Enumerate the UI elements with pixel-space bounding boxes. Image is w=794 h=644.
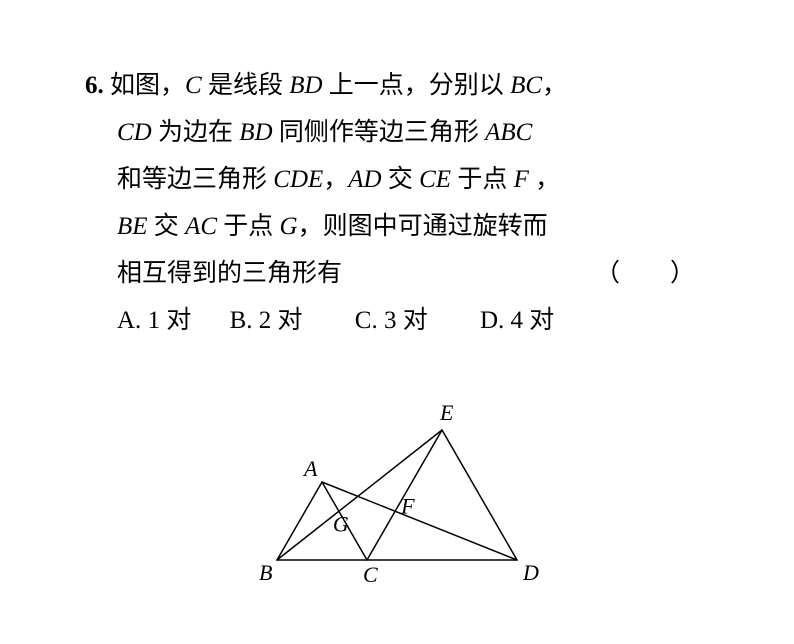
point-label-G: G	[333, 511, 349, 536]
figure-svg: B C D A E F G	[247, 380, 547, 590]
option-d-text: 4 对	[511, 307, 555, 334]
point-label-E: E	[439, 400, 454, 425]
stem-text-5: 相互得到的三角形有	[117, 260, 342, 287]
option-d[interactable]: D. 4 对	[480, 297, 554, 344]
stem-text-2: CD 为边在 BD 同侧作等边三角形 ABC	[117, 119, 532, 146]
point-label-B: B	[259, 560, 272, 585]
point-label-F: F	[400, 493, 415, 518]
option-b-text: 2 对	[259, 307, 303, 334]
options-row: A. 1 对 B. 2 对 C. 3 对 D. 4 对	[85, 297, 695, 344]
stem-line-2: CD 为边在 BD 同侧作等边三角形 ABC	[85, 109, 695, 156]
option-a[interactable]: A. 1 对	[117, 297, 191, 344]
stem-line-1: 6. 如图，C 是线段 BD 上一点，分别以 BC，	[85, 62, 695, 109]
stem-line-4: BE 交 AC 于点 G，则图中可通过旋转而	[85, 203, 695, 250]
option-c[interactable]: C. 3 对	[355, 297, 428, 344]
segment-BE	[277, 430, 442, 560]
option-b[interactable]: B. 2 对	[230, 297, 303, 344]
option-c-text: 3 对	[384, 307, 428, 334]
stem-line-3: 和等边三角形 CDE，AD 交 CE 于点 F ，	[85, 156, 695, 203]
option-c-key: C.	[355, 307, 378, 334]
question-number: 6.	[85, 72, 104, 99]
option-b-key: B.	[230, 307, 253, 334]
point-label-C: C	[363, 562, 378, 587]
stem-text-3: 和等边三角形 CDE，AD 交 CE 于点 F ，	[117, 166, 560, 193]
option-a-text: 1 对	[148, 307, 192, 334]
question-block: 6. 如图，C 是线段 BD 上一点，分别以 BC， CD 为边在 BD 同侧作…	[85, 62, 695, 344]
segment-BA	[277, 482, 322, 560]
point-label-A: A	[302, 456, 318, 481]
page: 6. 如图，C 是线段 BD 上一点，分别以 BC， CD 为边在 BD 同侧作…	[0, 0, 794, 644]
stem-text-1: 如图，C 是线段 BD 上一点，分别以 BC，	[110, 72, 567, 99]
option-d-key: D.	[480, 307, 504, 334]
geometry-figure: B C D A E F G	[247, 380, 547, 590]
answer-paren: （ ）	[595, 250, 695, 297]
segment-AD	[322, 482, 517, 560]
segment-ED	[442, 430, 517, 560]
option-a-key: A.	[117, 307, 141, 334]
stem-line-5: 相互得到的三角形有 （ ）	[85, 250, 695, 297]
point-label-D: D	[522, 560, 539, 585]
stem-text-4: BE 交 AC 于点 G，则图中可通过旋转而	[117, 213, 548, 240]
